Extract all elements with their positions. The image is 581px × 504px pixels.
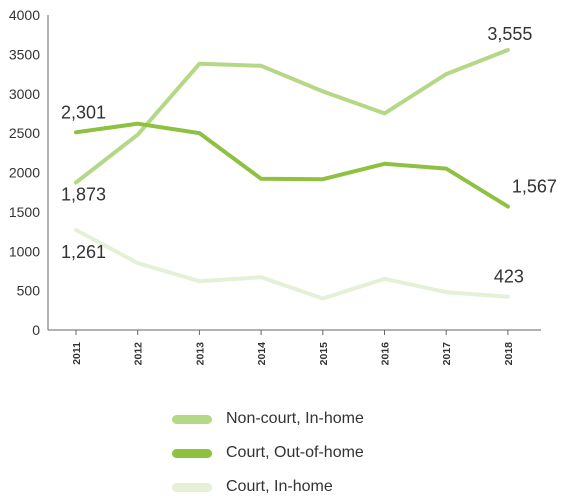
x-tick-label: 2016 (380, 342, 392, 366)
legend-swatch-non-court-in-home (172, 414, 212, 424)
legend-label-non-court-in-home: Non-court, In-home (226, 410, 364, 427)
y-axis-ticks: 0 500 1000 1500 2000 2500 3000 3500 4000 (9, 7, 40, 338)
y-tick-label: 3000 (9, 86, 40, 102)
series-line-court-out-of-home (74, 121, 510, 209)
legend-swatch-court-out-of-home (172, 448, 212, 458)
x-tick-label: 2012 (133, 342, 145, 366)
legend-label-court-out-of-home: Court, Out-of-home (226, 444, 364, 461)
y-tick-label: 3500 (9, 46, 40, 62)
y-tick-label: 1000 (9, 243, 40, 259)
y-tick-label: 500 (17, 283, 41, 299)
legend-label-court-in-home: Court, In-home (226, 478, 333, 495)
x-tick-label: 2013 (194, 342, 206, 366)
legend-swatch-court-in-home (172, 482, 212, 492)
y-tick-label: 1500 (9, 204, 40, 220)
legend-item-court-out-of-home: Court, Out-of-home (172, 436, 364, 470)
x-tick-label: 2015 (318, 342, 330, 366)
legend-item-court-in-home: Court, In-home (172, 470, 364, 504)
x-tick-label: 2017 (441, 342, 453, 366)
x-tick-label: 2018 (503, 342, 515, 366)
y-tick-label: 2500 (9, 125, 40, 141)
start-label-court-out-of-home: 2,301 (61, 102, 106, 122)
x-tick-label: 2011 (71, 342, 83, 365)
y-tick-label: 0 (32, 322, 40, 338)
end-label-court-out-of-home: 1,567 (512, 177, 557, 197)
data-labels: 1,873 3,555 2,301 1,567 1,261 423 (61, 24, 557, 287)
x-axis-ticks: 2011 2012 2013 2014 2015 2016 2017 2018 (71, 330, 515, 365)
y-tick-label: 2000 (9, 165, 40, 181)
series-line-non-court-in-home (74, 48, 510, 185)
end-label-non-court-in-home: 3,555 (487, 24, 532, 44)
end-label-court-in-home: 423 (494, 267, 524, 287)
x-tick-label: 2014 (256, 342, 268, 366)
start-label-court-in-home: 1,261 (61, 242, 106, 262)
series-lines (74, 48, 510, 301)
series-line-court-in-home (74, 228, 510, 301)
y-tick-label: 4000 (9, 7, 40, 23)
legend: Non-court, In-home Court, Out-of-home Co… (172, 402, 364, 504)
legend-item-non-court-in-home: Non-court, In-home (172, 402, 364, 436)
start-label-non-court-in-home: 1,873 (61, 185, 106, 205)
